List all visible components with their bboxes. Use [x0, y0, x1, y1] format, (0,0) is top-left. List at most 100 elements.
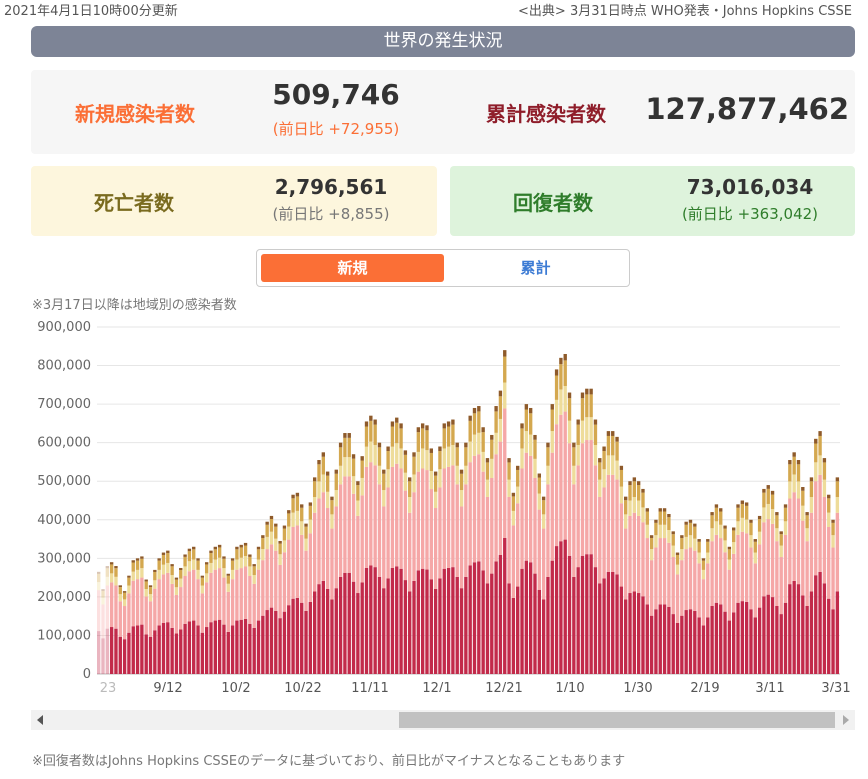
scroll-left-arrow-icon[interactable] [37, 715, 43, 725]
bar-segment [304, 526, 308, 539]
bar-segment [300, 504, 304, 508]
bar-segment [688, 547, 693, 610]
bar-segment [347, 572, 351, 674]
bar-segment [109, 564, 114, 574]
bar-segment [818, 474, 822, 572]
bar-segment [144, 588, 148, 597]
bar-segment [503, 356, 507, 383]
bar-segment [351, 454, 356, 459]
bar-segment [814, 462, 818, 482]
bar-segment [628, 593, 632, 674]
bar-segment [373, 567, 377, 674]
bar-segment [338, 447, 343, 466]
total-cases-tab[interactable]: 累計 [520, 259, 551, 277]
bar-segment [148, 585, 153, 588]
bar-segment [667, 517, 671, 530]
bar-segment [723, 540, 727, 553]
bar-segment [641, 522, 645, 597]
bar-segment [347, 433, 351, 438]
bar-segment [576, 444, 580, 466]
bar-segment [831, 547, 835, 610]
bar-segment [451, 465, 455, 568]
bar-segment [779, 614, 783, 674]
bar-segment [265, 549, 269, 611]
bar-segment [481, 432, 485, 452]
bar-segment [213, 549, 217, 560]
bar-segment [619, 586, 624, 674]
bar-segment [174, 594, 179, 634]
bar-segment [369, 420, 373, 442]
bar-segment [412, 456, 416, 475]
bar-segment [801, 595, 805, 674]
bar-segment [701, 625, 706, 674]
bar-segment [373, 424, 377, 445]
bar-segment [706, 563, 710, 618]
bar-segment [261, 535, 265, 538]
bar-segment [217, 619, 222, 674]
bar-segment [624, 500, 628, 515]
bar-segment [308, 519, 313, 534]
bar-segment [649, 535, 654, 538]
bar-segment [766, 503, 770, 520]
bar-segment [516, 465, 520, 470]
bar-segment [282, 525, 287, 529]
update-info-line: 2021年4月1日10時00分更新 <出典> 3月31日時点 WHO発表・Joh… [4, 0, 852, 19]
bar-segment [222, 624, 226, 674]
bar-segment [153, 630, 157, 674]
bar-segment [118, 636, 122, 674]
bar-segment [675, 622, 680, 674]
bar-segment [528, 434, 533, 456]
deaths-value: 2,796,561 [274, 175, 388, 199]
bar-segment [468, 441, 472, 463]
bar-segment [788, 481, 792, 499]
bar-segment [757, 515, 762, 520]
bar-segment [732, 527, 736, 531]
bar-segment [533, 573, 537, 674]
bar-segment [503, 408, 507, 538]
bar-segment [131, 571, 135, 581]
bar-segment [766, 519, 770, 595]
bar-segment [740, 531, 745, 602]
bar-segment [533, 477, 537, 574]
bar-segment [511, 525, 516, 598]
bar-segment [135, 579, 140, 626]
new-cases-tab[interactable]: 新規 [261, 254, 444, 282]
bar-segment [274, 523, 278, 527]
bar-segment [727, 569, 732, 621]
bar-segment [576, 465, 580, 568]
bar-segment [101, 589, 105, 591]
bar-segment [516, 486, 520, 504]
bar-segment [472, 455, 477, 563]
x-tick-label: 2/19 [690, 681, 719, 692]
bar-segment [567, 392, 572, 399]
bar-segment [516, 586, 520, 674]
bar-segment [464, 576, 468, 674]
bar-segment [403, 472, 408, 491]
bar-segment [792, 492, 796, 581]
bar-segment [554, 546, 559, 674]
bar-segment [425, 430, 429, 451]
bar-segment [736, 534, 740, 603]
bar-segment [200, 585, 205, 594]
bar-segment [835, 481, 840, 498]
y-tick-label: 400,000 [37, 513, 91, 528]
bar-segment [325, 475, 330, 492]
bar-segment [97, 631, 101, 674]
bar-segment [200, 577, 205, 586]
bar-segment [645, 511, 649, 525]
bar-segment [204, 564, 209, 574]
bar-segment [325, 471, 330, 476]
bar-segment [710, 605, 714, 674]
bar-segment [356, 515, 360, 594]
bar-segment [183, 575, 187, 624]
scroll-right-arrow-icon[interactable] [843, 715, 849, 725]
bar-segment [451, 567, 455, 674]
bar-segment [265, 521, 269, 525]
chart-horizontal-scrollbar[interactable] [31, 710, 855, 730]
bar-segment [675, 574, 680, 623]
bar-segment [624, 599, 628, 674]
bar-segment [554, 369, 559, 376]
scrollbar-thumb[interactable] [399, 712, 835, 728]
bar-segment [325, 588, 330, 674]
bar-segment [157, 569, 161, 580]
